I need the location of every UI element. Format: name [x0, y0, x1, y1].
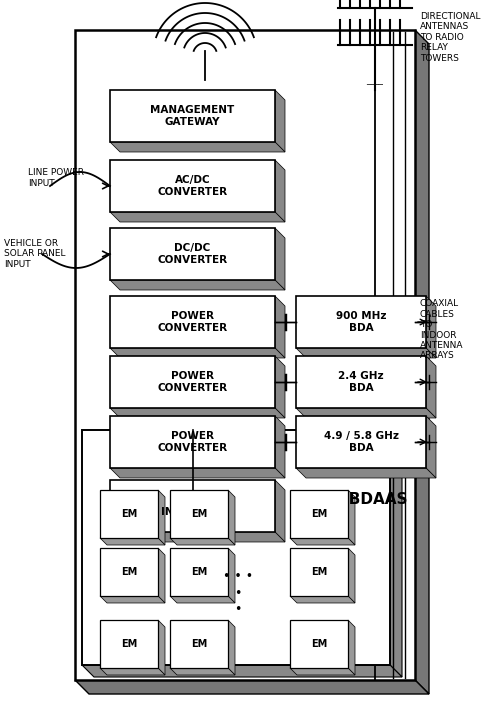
Polygon shape	[110, 468, 285, 478]
Bar	[110, 90, 275, 142]
Bar	[110, 416, 275, 468]
Polygon shape	[110, 408, 285, 418]
Text: DC/DC
CONVERTER: DC/DC CONVERTER	[158, 243, 228, 265]
Bar	[110, 480, 275, 532]
Text: EM: EM	[311, 639, 327, 649]
Text: POWER
CONVERTER: POWER CONVERTER	[158, 371, 228, 393]
Polygon shape	[228, 620, 235, 675]
Text: MANAGEMENT
GATEWAY: MANAGEMENT GATEWAY	[150, 105, 234, 127]
Polygon shape	[110, 348, 285, 358]
Polygon shape	[170, 538, 235, 545]
Polygon shape	[348, 548, 355, 603]
Polygon shape	[290, 668, 355, 675]
Text: 2.4 GHz
BDA: 2.4 GHz BDA	[338, 371, 384, 393]
Polygon shape	[426, 416, 436, 478]
Bar	[110, 160, 275, 212]
Polygon shape	[110, 212, 285, 222]
Text: EM: EM	[191, 509, 207, 519]
Bar	[290, 490, 348, 538]
Polygon shape	[158, 490, 165, 545]
Text: POWER
CONVERTER: POWER CONVERTER	[158, 431, 228, 453]
Bar	[170, 548, 228, 596]
Polygon shape	[275, 228, 285, 290]
Polygon shape	[275, 296, 285, 358]
Polygon shape	[426, 296, 436, 358]
Polygon shape	[348, 620, 355, 675]
Polygon shape	[348, 490, 355, 545]
Polygon shape	[170, 596, 235, 603]
Polygon shape	[158, 548, 165, 603]
Bar	[75, 30, 415, 680]
Polygon shape	[100, 596, 165, 603]
Text: EM: EM	[121, 567, 137, 577]
Text: EM: EM	[311, 509, 327, 519]
Polygon shape	[100, 538, 165, 545]
Bar	[100, 490, 158, 538]
Polygon shape	[275, 90, 285, 152]
Text: ESS: ESS	[223, 442, 249, 455]
Polygon shape	[296, 348, 436, 358]
Polygon shape	[228, 548, 235, 603]
Text: VEHICLE OR
SOLAR PANEL
INPUT: VEHICLE OR SOLAR PANEL INPUT	[4, 239, 66, 269]
Bar	[296, 356, 426, 408]
Text: DIRECTIONAL
ANTENNAS
TO RADIO
RELAY
TOWERS: DIRECTIONAL ANTENNAS TO RADIO RELAY TOWE…	[420, 12, 480, 62]
Text: AC/DC
CONVERTER: AC/DC CONVERTER	[158, 175, 228, 197]
Text: LINE POWER
INPUT: LINE POWER INPUT	[28, 168, 84, 188]
Bar	[110, 228, 275, 280]
Polygon shape	[110, 280, 285, 290]
Bar	[296, 296, 426, 348]
Text: ────: ────	[366, 82, 384, 88]
Polygon shape	[415, 30, 429, 694]
Bar	[296, 416, 426, 468]
Text: • • •: • • •	[223, 571, 253, 584]
Polygon shape	[296, 408, 436, 418]
Bar	[170, 490, 228, 538]
Text: 900 MHz
BDA: 900 MHz BDA	[336, 311, 386, 333]
Bar	[82, 430, 390, 665]
Text: POWER
CONVERTER: POWER CONVERTER	[158, 311, 228, 333]
Text: •: •	[234, 586, 242, 599]
Text: EM: EM	[191, 639, 207, 649]
Bar	[110, 356, 275, 408]
Bar	[100, 620, 158, 668]
Text: EM: EM	[191, 567, 207, 577]
Text: COAXIAL
CABLES
TO
INDOOR
ANTENNA
ARRAYS: COAXIAL CABLES TO INDOOR ANTENNA ARRAYS	[420, 299, 464, 360]
Polygon shape	[390, 430, 402, 677]
Bar	[290, 620, 348, 668]
Polygon shape	[158, 620, 165, 675]
Bar	[110, 296, 275, 348]
Polygon shape	[170, 668, 235, 675]
Text: EM: EM	[121, 639, 137, 649]
Polygon shape	[275, 356, 285, 418]
Polygon shape	[275, 480, 285, 542]
Polygon shape	[296, 468, 436, 478]
Polygon shape	[275, 160, 285, 222]
Text: 4.9 / 5.8 GHz
BDA: 4.9 / 5.8 GHz BDA	[324, 431, 398, 453]
Polygon shape	[110, 142, 285, 152]
Bar	[170, 620, 228, 668]
Polygon shape	[290, 596, 355, 603]
Polygon shape	[290, 538, 355, 545]
Polygon shape	[228, 490, 235, 545]
Bar	[100, 548, 158, 596]
Polygon shape	[75, 680, 429, 694]
Polygon shape	[426, 356, 436, 418]
Text: ESS
INTERFACE: ESS INTERFACE	[160, 495, 224, 517]
Polygon shape	[110, 532, 285, 542]
Text: •: •	[234, 602, 242, 616]
Text: EM: EM	[121, 509, 137, 519]
Bar	[290, 548, 348, 596]
Text: EM: EM	[311, 567, 327, 577]
Text: IPBDAAS: IPBDAAS	[332, 493, 408, 508]
Polygon shape	[82, 665, 402, 677]
Polygon shape	[275, 416, 285, 478]
Polygon shape	[100, 668, 165, 675]
